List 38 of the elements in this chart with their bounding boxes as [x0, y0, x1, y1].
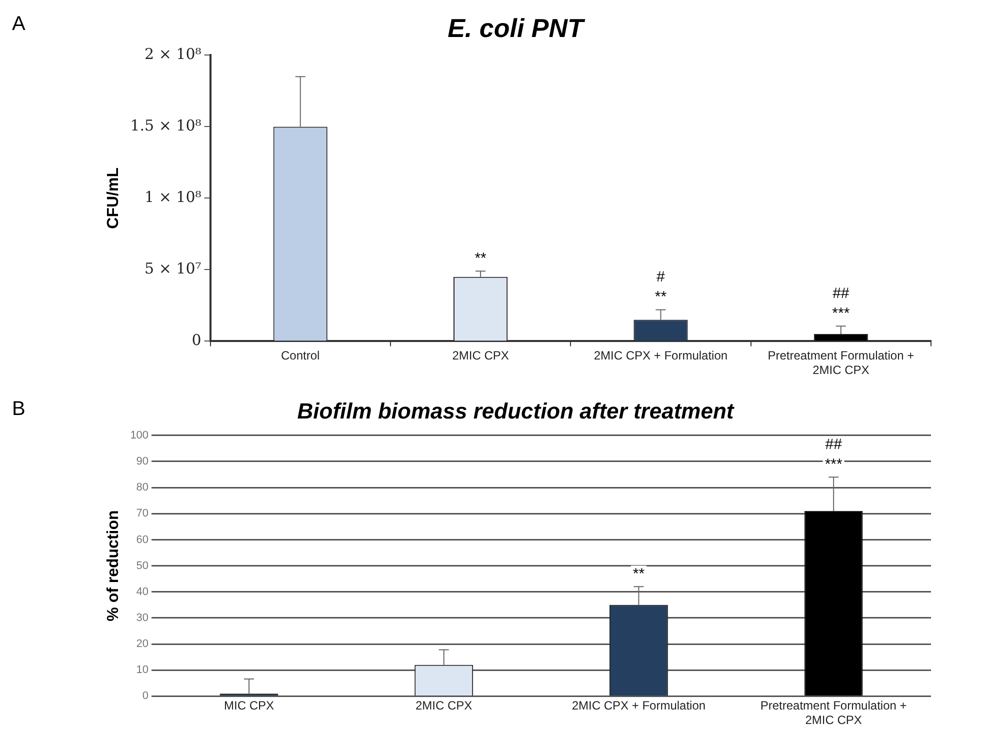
- annotation: #: [656, 268, 666, 286]
- y-tick-label: 1.5 × 10⁸: [130, 116, 202, 135]
- x-tick-label: 2MIC CPX: [452, 348, 509, 363]
- x-tick-label: 2MIC CPX: [416, 698, 472, 713]
- chart-title: E. coli PNT: [448, 12, 586, 43]
- y-axis-title: CFU/mL: [105, 167, 122, 229]
- y-tick-label: 40: [136, 586, 149, 598]
- y-axis-title: % of reduction: [105, 510, 122, 622]
- x-tick-label: 2MIC CPX + Formulation: [594, 348, 728, 363]
- text: B: [12, 398, 26, 420]
- annotation: ##: [832, 285, 850, 302]
- y-tick-label: 50: [136, 560, 149, 572]
- x-tick-label: Pretreatment Formulation + 2MIC CPX: [760, 698, 907, 728]
- y-tick-label: 0: [142, 690, 149, 702]
- y-tick-label: 100: [130, 429, 149, 442]
- y-tick-label: 30: [136, 612, 149, 624]
- x-tick-label: 2MIC CPX + Formulation: [572, 698, 706, 713]
- annotation: **: [632, 566, 645, 583]
- annotation: **: [474, 250, 487, 268]
- x-tick-label: Pretreatment Formulation + 2MIC CPX: [768, 348, 914, 378]
- y-tick-label: 80: [136, 482, 149, 494]
- x-tick-label: Control: [281, 348, 320, 363]
- y-tick-label: 5 × 10⁷: [144, 260, 202, 278]
- text: A: [12, 13, 26, 35]
- annotation: **: [654, 288, 667, 306]
- y-tick-label: 2 × 10⁸: [144, 45, 202, 64]
- y-tick-label: 90: [136, 456, 149, 468]
- y-tick-label: 20: [136, 638, 149, 650]
- annotation: ##: [825, 436, 843, 454]
- y-tick-label: 70: [136, 508, 149, 520]
- y-tick-label: 1 × 10⁸: [144, 188, 202, 206]
- y-tick-label: 60: [136, 534, 149, 546]
- y-tick-label: 0: [192, 331, 202, 350]
- annotation: ***: [832, 305, 850, 322]
- chart-title: Biofilm biomass reduction after treatment: [297, 398, 736, 424]
- x-tick-label: MIC CPX: [224, 698, 274, 713]
- annotation: ***: [824, 456, 842, 474]
- y-tick-label: 10: [136, 664, 149, 676]
